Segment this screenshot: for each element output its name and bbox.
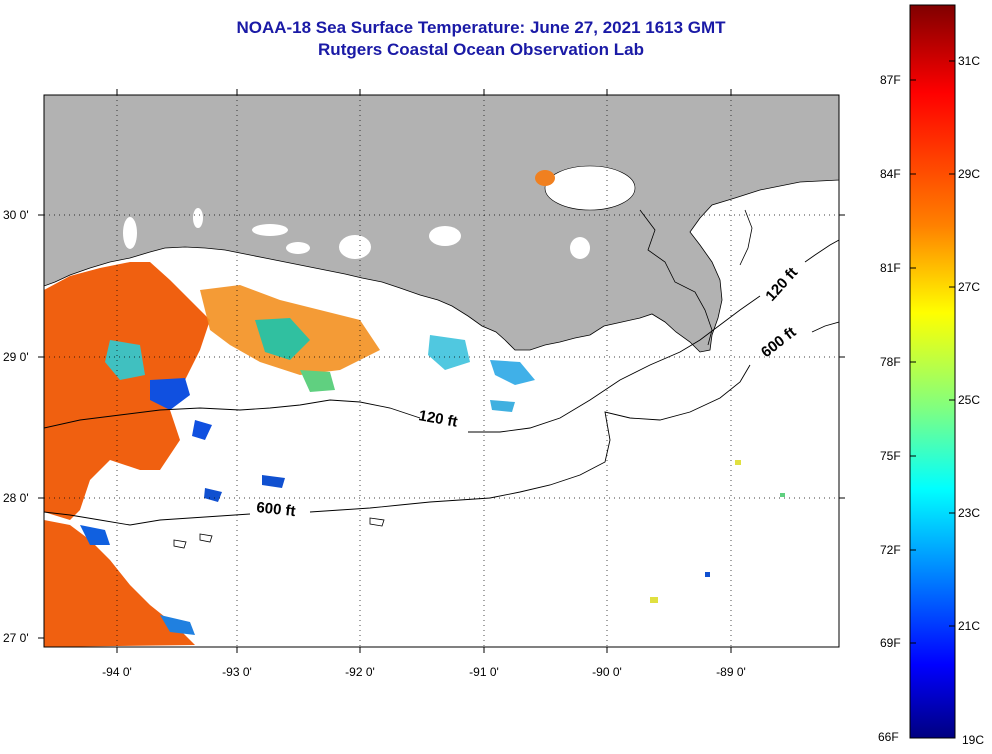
lon-label-93: -93 0' — [222, 665, 252, 679]
contour-120ft-east — [468, 295, 761, 433]
sst-cool-patch-6 — [490, 400, 515, 412]
delta-outline — [639, 209, 713, 346]
sst-blue-patch-1 — [150, 378, 190, 410]
sst-blue-patch-5 — [262, 475, 285, 488]
colorbar-c-25: 25C — [958, 393, 981, 407]
sst-cool-patch-3 — [490, 360, 535, 385]
lon-label-90: -90 0' — [592, 665, 622, 679]
lake-pontchartrain — [544, 165, 636, 211]
contour-600ft-mid — [309, 364, 751, 513]
colorbar-ticks — [910, 60, 955, 644]
contour-600ft-east — [811, 321, 839, 333]
colorbar — [909, 4, 956, 739]
graticule — [44, 95, 839, 647]
colorbar-c-27: 27C — [958, 280, 981, 294]
lon-label-91: -91 0' — [469, 665, 499, 679]
contour-120ft-north — [804, 239, 839, 263]
lake-white — [286, 242, 310, 254]
title-line-1: NOAA-18 Sea Surface Temperature: June 27… — [236, 18, 726, 37]
lake-sabine — [123, 217, 137, 249]
sst-blue-patch-4 — [160, 615, 195, 635]
map-frame — [43, 94, 840, 648]
title-line-2: Rutgers Coastal Ocean Observation Lab — [318, 40, 644, 59]
lat-label-29: 29 0' — [3, 350, 29, 364]
lake-north — [193, 208, 203, 228]
contour-120ft-west — [44, 399, 421, 429]
lon-label-92: -92 0' — [345, 665, 375, 679]
sst-cool-patch-2 — [428, 335, 470, 370]
colorbar-f-78: 78F — [880, 355, 901, 369]
contour-label-600ft-mid: 600 ft — [256, 499, 297, 520]
contour-label-120ft-mid: 120 ft — [417, 407, 459, 431]
sst-cool-patch-1 — [255, 318, 310, 360]
colorbar-c-21: 21C — [958, 619, 981, 633]
sst-warm-west — [44, 262, 210, 520]
lake-atchafalaya — [429, 226, 461, 246]
land-mass — [44, 95, 839, 353]
lat-label-28: 28 0' — [3, 491, 29, 505]
lon-label-94: -94 0' — [102, 665, 132, 679]
sst-warm-southwest — [44, 520, 195, 647]
colorbar-c-23: 23C — [958, 506, 981, 520]
colorbar-f-87: 87F — [880, 73, 901, 87]
contour-600ft-west — [44, 511, 251, 526]
sst-green-pixel-1 — [780, 493, 785, 497]
colorbar-f-81: 81F — [880, 261, 901, 275]
lat-label-30: 30 0' — [3, 208, 29, 222]
title: NOAA-18 Sea Surface Temperature: June 27… — [0, 17, 992, 61]
contour-600ft-loop — [173, 517, 385, 549]
colorbar-f-75: 75F — [880, 449, 901, 463]
sst-blue-pixel-1 — [705, 572, 710, 577]
lat-label-27: 27 0' — [3, 631, 29, 645]
lake-calcasieu — [252, 224, 288, 236]
colorbar-f-72: 72F — [880, 543, 901, 557]
sst-blue-patch-6 — [204, 488, 222, 502]
colorbar-c-19: 19C — [962, 733, 985, 747]
chandeleur-islands — [739, 209, 753, 266]
sst-yellow-pixel-2 — [650, 597, 658, 603]
colorbar-c-29: 29C — [958, 167, 981, 181]
colorbar-f-84: 84F — [880, 167, 901, 181]
colorbar-f-66: 66F — [878, 730, 899, 744]
lake-warm-pixel — [535, 170, 555, 186]
axis-ticks — [38, 89, 845, 653]
lake-grand — [339, 235, 371, 259]
colorbar-f-69: 69F — [880, 636, 901, 650]
lake-small — [570, 237, 590, 259]
sst-cool-patch-4 — [105, 340, 145, 380]
sst-blue-patch-2 — [192, 420, 212, 440]
lon-label-89: -89 0' — [716, 665, 746, 679]
sst-blue-patch-3 — [80, 525, 110, 545]
sst-cool-patch-5 — [300, 370, 335, 392]
colorbar-c-31: 31C — [958, 54, 981, 68]
sst-yellow-pixel-1 — [735, 460, 741, 465]
